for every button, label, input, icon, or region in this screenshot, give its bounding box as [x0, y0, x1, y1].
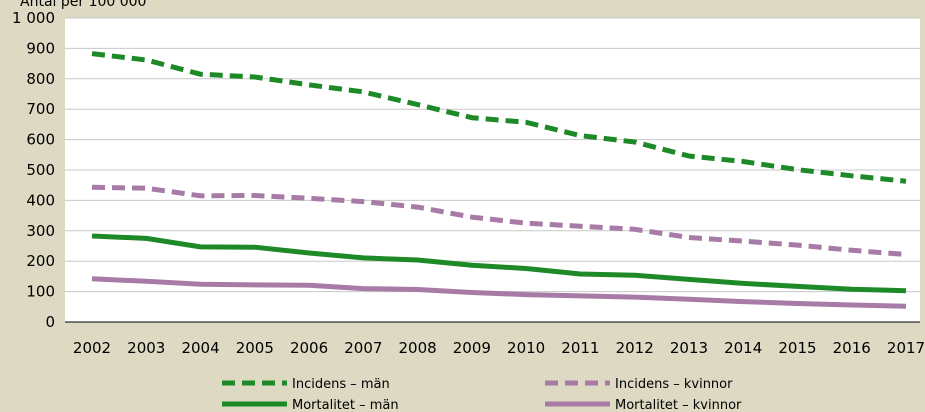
legend: Incidens – män Incidens – kvinnor Mortalit…	[222, 377, 742, 412]
x-tick-label: 2010	[507, 339, 545, 357]
y-tick-label: 600	[26, 131, 55, 149]
x-tick-label: 2014	[724, 339, 762, 357]
legend-label: Incidens – män	[292, 377, 390, 392]
y-tick-label: 1 000	[12, 9, 55, 27]
legend-label: Mortalitet – män	[292, 398, 399, 412]
x-tick-label: 2009	[453, 339, 491, 357]
y-tick-label: 300	[26, 222, 55, 240]
series-line-1	[91, 51, 907, 184]
y-tick-label: 400	[26, 191, 55, 209]
x-tick-label: 2008	[399, 339, 437, 357]
x-tick-label: 2003	[127, 339, 165, 357]
series-line-2	[91, 184, 907, 257]
series-lines	[91, 51, 907, 309]
x-tick-label: 2006	[290, 339, 328, 357]
x-tick-label: 2005	[236, 339, 274, 357]
x-tick-label: 2012	[616, 339, 654, 357]
y-tick-label: 800	[26, 70, 55, 88]
x-tick-label: 2015	[778, 339, 816, 357]
y-tick-label: 100	[26, 283, 55, 301]
x-tick-label: 2007	[344, 339, 382, 357]
x-tick-label: 2011	[561, 339, 599, 357]
y-tick-labels: 0 100 200 300 400 500 600 700 800 900 1 000	[12, 9, 55, 331]
legend-label: Mortalitet – kvinnor	[615, 398, 742, 412]
series-line-4	[91, 276, 907, 309]
y-tick-label: 200	[26, 252, 55, 270]
y-tick-label: 700	[26, 100, 55, 118]
series-line-3	[91, 233, 907, 294]
x-tick-label: 2004	[181, 339, 219, 357]
x-tick-labels: 2002 2003 2004 2005 2006 2007 2008 2009 2010 2011…	[73, 339, 925, 357]
x-tick-label: 2017	[887, 339, 925, 357]
grid-lines	[65, 17, 920, 293]
x-tick-label: 2016	[833, 339, 871, 357]
y-tick-label: 900	[26, 39, 55, 57]
y-tick-label: 0	[45, 313, 55, 331]
x-tick-label: 2013	[670, 339, 708, 357]
y-tick-label: 500	[26, 161, 55, 179]
legend-label: Incidens – kvinnor	[615, 377, 733, 392]
y-axis-title: Antal per 100 000	[20, 0, 146, 10]
x-tick-label: 2002	[73, 339, 111, 357]
